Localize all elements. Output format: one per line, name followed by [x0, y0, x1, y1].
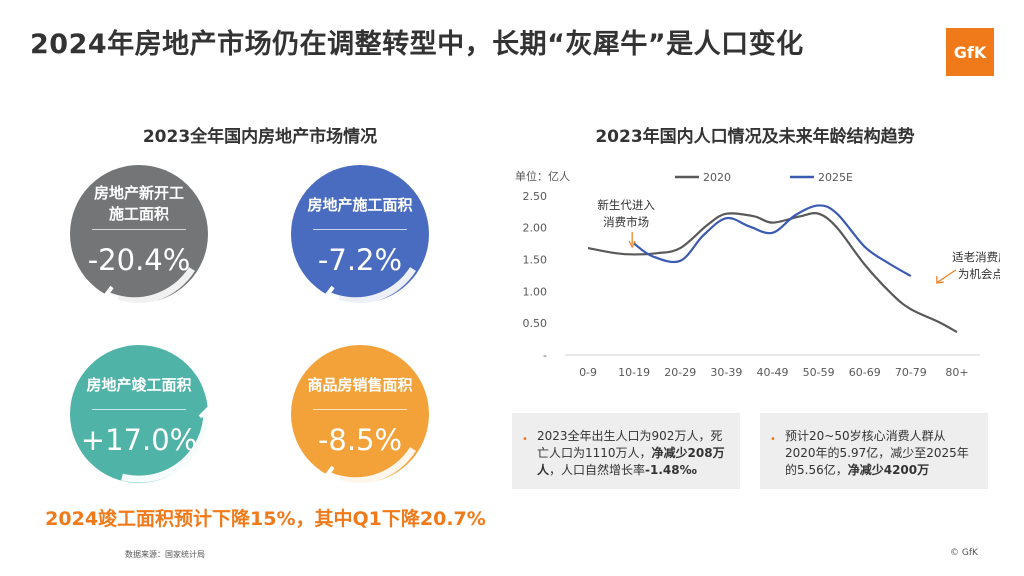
metric-label: 房地产新开工 施工面积 — [93, 184, 184, 223]
x-tick-label: 30-39 — [710, 366, 742, 379]
y-tick-label: - — [543, 349, 547, 362]
metric-circle-new-construction: 房地产新开工 施工面积 -20.4% — [70, 165, 208, 303]
metric-label: 商品房销售面积 — [307, 376, 413, 394]
series-line-2020 — [587, 212, 958, 334]
annotation-arrow-head — [936, 276, 944, 284]
gfk-logo: GfK — [946, 28, 994, 76]
population-line-chart: - 0.50 1.00 1.50 2.00 2.50 0-9 10-19 20-29 30-39 4… — [515, 169, 1000, 379]
x-tick-label: 60-69 — [849, 366, 881, 379]
circle-arrow-up-icon — [121, 405, 214, 483]
core-consumer-note: • 预计20~50岁核心消费人群从2020年的5.97亿，减少至2025年的5.… — [760, 413, 988, 489]
metric-value: -7.2% — [317, 243, 403, 277]
metric-value: -20.4% — [87, 243, 191, 277]
legend-label: 2025E — [818, 171, 853, 184]
data-source: 数据来源：国家统计局 — [125, 550, 205, 559]
legend-label: 2020 — [703, 171, 731, 184]
x-tick-label: 40-49 — [757, 366, 789, 379]
annotation-arrow-head — [628, 240, 636, 249]
y-tick-label: 0.50 — [523, 317, 548, 330]
annotation-label: 消费市场 — [603, 215, 649, 229]
x-tick-label: 50-59 — [803, 366, 835, 379]
x-tick-label: 70-79 — [895, 366, 927, 379]
right-subtitle: 2023年国内人口情况及未来年龄结构趋势 — [595, 127, 915, 147]
x-tick-label: 20-29 — [664, 366, 696, 379]
y-tick-label: 2.50 — [523, 190, 548, 203]
x-tick-label: 0-9 — [579, 366, 597, 379]
birth-death-note: • 2023全年出生人口为902万人，死亡人口为1110万人，净减少208万人，… — [512, 413, 740, 489]
x-tick-label: 80+ — [945, 366, 968, 379]
y-tick-label: 1.00 — [523, 285, 548, 298]
circle-arrow-icon — [323, 267, 416, 305]
series-line-2025E — [633, 204, 912, 278]
metric-value: -8.5% — [317, 423, 403, 457]
annotation-label: 为机会点 — [958, 267, 1000, 281]
left-subtitle: 2023全年国内房地产市场情况 — [142, 127, 378, 147]
y-tick-label: 2.00 — [523, 222, 548, 235]
metric-value: +17.0% — [80, 423, 198, 457]
metric-label: 房地产施工面积 — [307, 196, 413, 214]
circle-arrow-icon — [102, 267, 195, 305]
copyright: © GfK — [950, 548, 978, 558]
forecast-text: 2024竣工面积预计下降15%，其中Q1下降20.7% — [45, 508, 486, 530]
x-tick-label: 10-19 — [618, 366, 650, 379]
unit-label: 单位：亿人 — [515, 169, 570, 183]
metric-label: 房地产竣工面积 — [86, 376, 192, 394]
annotation-label: 新生代进入 — [597, 198, 655, 212]
y-tick-label: 1.50 — [523, 254, 548, 267]
circle-arrow-icon — [323, 447, 416, 485]
annotation-arrow — [937, 269, 957, 283]
page-title: 2024年房地产市场仍在调整转型中，长期“灰犀牛”是人口变化 — [30, 29, 804, 60]
annotation-label: 适老消费成 — [952, 250, 1000, 264]
